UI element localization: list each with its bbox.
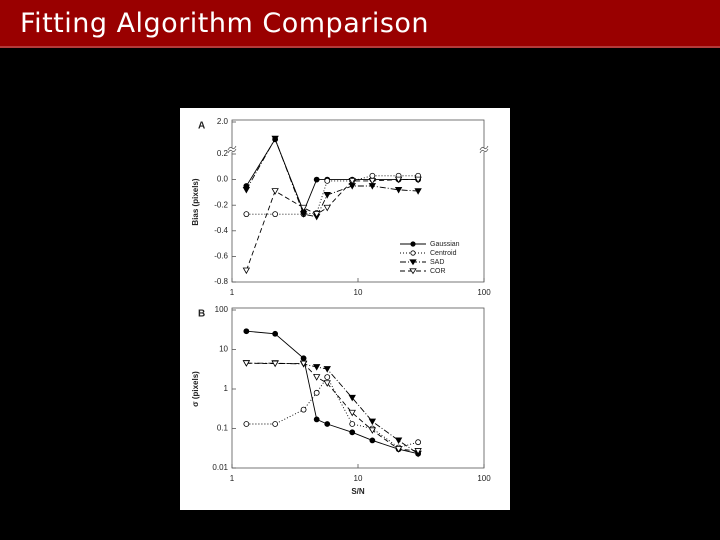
data-point (313, 176, 320, 183)
data-point (324, 421, 331, 427)
x-tick-label: 1 (230, 288, 235, 297)
x-tick-label: 100 (477, 288, 491, 297)
axis-break-gap (228, 148, 236, 152)
y-tick-label: 0.2 (217, 149, 229, 158)
data-point (299, 204, 308, 212)
legend-label: COR (430, 268, 446, 275)
data-point (242, 186, 251, 194)
y-tick-label: -0.4 (214, 226, 228, 235)
data-point (313, 416, 320, 423)
data-point (394, 176, 403, 184)
y-tick-label: 100 (215, 305, 229, 314)
y-tick-label: 1 (224, 384, 229, 393)
panel-letter: A (198, 121, 205, 132)
data-point (272, 211, 279, 218)
data-point (414, 188, 422, 195)
y-tick-label: -0.2 (214, 200, 228, 209)
data-point (368, 427, 377, 434)
data-point (323, 380, 331, 387)
legend-label: Centroid (430, 250, 457, 257)
legend-marker (409, 268, 417, 275)
data-point (369, 172, 376, 179)
y-tick-label: 2.0 (217, 117, 229, 126)
figure-panel (180, 108, 510, 510)
legend-label: Gaussian (430, 241, 460, 248)
data-point (323, 192, 331, 199)
data-point (349, 429, 356, 436)
data-point (272, 330, 279, 337)
data-point (299, 211, 308, 218)
data-point (415, 439, 422, 446)
data-point (324, 177, 331, 184)
data-point (313, 389, 320, 396)
y-tick-label: -0.6 (214, 252, 228, 261)
data-point (243, 211, 250, 218)
data-point (243, 421, 250, 427)
data-point (312, 211, 321, 218)
axis-break-mark (227, 145, 237, 154)
title-bar: Fitting Algorithm Comparison (0, 0, 720, 48)
y-tick-label: 10 (219, 345, 228, 354)
y-tick-label: -0.8 (214, 277, 228, 286)
data-point (312, 374, 321, 381)
data-point (271, 188, 279, 195)
axis-break-gap (480, 148, 488, 152)
legend-marker (409, 259, 417, 266)
y-tick-label: 0.01 (212, 463, 228, 472)
y-axis-label: σ (pixels) (191, 371, 200, 407)
data-point (271, 135, 279, 143)
data-point (348, 177, 356, 185)
x-tick-label: 100 (477, 474, 491, 483)
data-point (414, 448, 422, 455)
data-point (300, 355, 307, 362)
data-point (299, 360, 308, 368)
data-point (394, 446, 403, 453)
x-tick-label: 1 (230, 474, 235, 483)
data-point (394, 186, 403, 194)
legend-marker (410, 250, 416, 256)
x-tick-label: 10 (354, 474, 363, 483)
y-tick-label: 0.1 (217, 424, 229, 433)
x-tick-label: 10 (354, 288, 363, 297)
data-point (242, 360, 251, 367)
data-point (243, 328, 250, 335)
y-axis-label: Bias (pixels) (191, 178, 200, 225)
data-point (324, 374, 331, 381)
slide-title: Fitting Algorithm Comparison (20, 8, 430, 39)
panel-letter: B (198, 309, 205, 320)
data-point (394, 437, 403, 445)
data-point (368, 177, 377, 185)
series-line (246, 376, 419, 448)
data-point (242, 267, 251, 275)
data-point (348, 394, 356, 402)
data-point (271, 360, 279, 368)
data-point (414, 176, 422, 184)
axis-break-mark (479, 145, 489, 154)
data-point (272, 421, 279, 427)
data-point (348, 409, 356, 417)
data-point (349, 421, 356, 427)
legend-marker (410, 241, 416, 247)
data-point (323, 366, 331, 373)
data-point (323, 204, 331, 212)
data-point (369, 437, 376, 444)
legend-label: SAD (430, 259, 444, 266)
data-point (312, 364, 321, 371)
y-tick-label: 0.0 (217, 175, 229, 184)
data-point (300, 406, 307, 413)
x-axis-label: S/N (351, 487, 365, 496)
data-point (368, 418, 377, 426)
